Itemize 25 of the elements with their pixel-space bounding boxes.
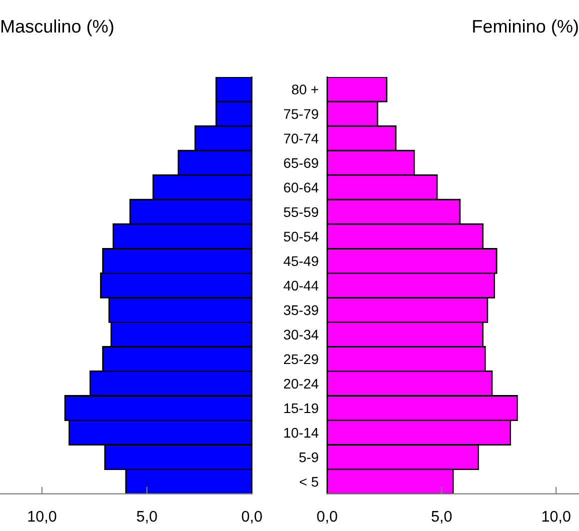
y-tick-label: 20-24	[284, 378, 318, 389]
x-tick-label: 5,0	[432, 510, 452, 524]
y-tick-label: 55-59	[284, 207, 318, 218]
y-tick-label: 70-74	[284, 134, 318, 144]
x-tick-label: 10,0	[542, 510, 570, 524]
y-tick-label: 10-14	[284, 428, 318, 438]
y-tick-label: 60-64	[284, 182, 318, 193]
y-tick-label: 75-79	[284, 109, 318, 119]
x-tick-label: 5,0	[136, 510, 157, 524]
x-tick-label: 0,0	[317, 510, 338, 524]
x-tick-label: 10,0	[28, 510, 56, 524]
y-tick-label: 40-44	[284, 280, 318, 291]
y-tick-label: 35-39	[284, 305, 318, 316]
y-tick-label: 30-34	[284, 330, 318, 340]
y-tick-label: 65-69	[284, 158, 318, 168]
y-tick-label: 5-9	[299, 452, 318, 462]
y-tick-label: 80 +	[292, 84, 318, 94]
y-tick-label: 25-29	[284, 354, 318, 364]
y-tick-label: 45-49	[284, 256, 318, 266]
y-tick-label: 15-19	[284, 403, 318, 414]
y-tick-label: 50-54	[284, 232, 318, 242]
y-tick-label: < 5	[300, 477, 318, 487]
chart-title: Feminino (%)	[473, 19, 578, 36]
x-tick-label: 0,0	[242, 510, 262, 524]
chart-title: Masculino (%)	[1, 19, 114, 36]
